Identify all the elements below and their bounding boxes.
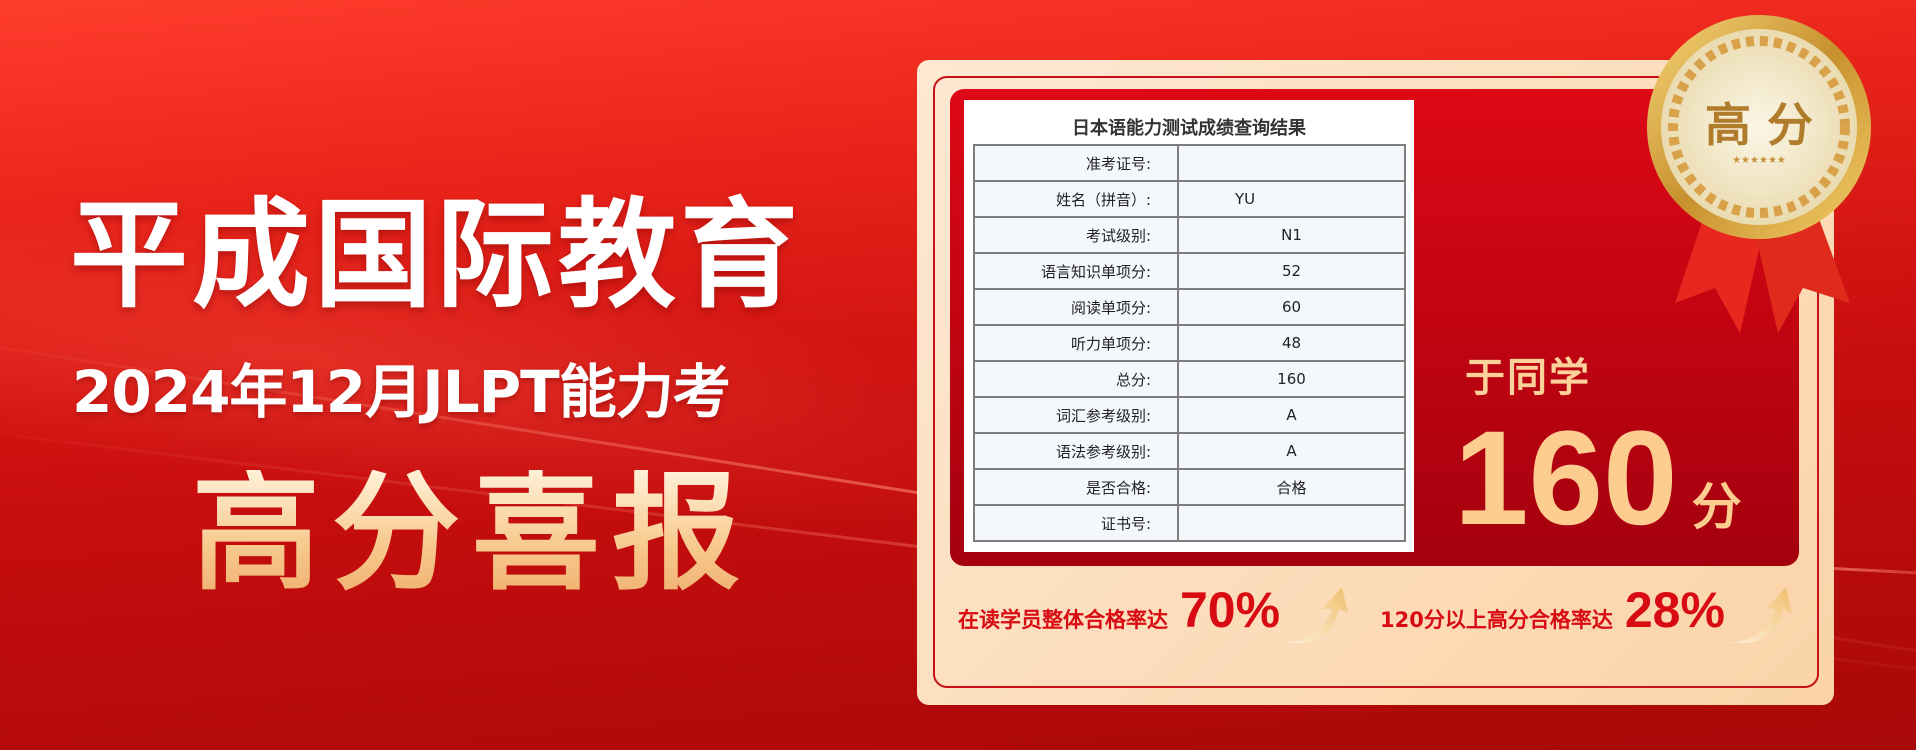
row-label: 总分: bbox=[973, 360, 1179, 398]
row-value: A bbox=[1177, 432, 1406, 470]
table-row: 阅读单项分: 60 bbox=[973, 288, 1406, 326]
table-row: 语言知识单项分: 52 bbox=[973, 252, 1406, 290]
row-label: 准考证号: bbox=[973, 144, 1179, 182]
row-value: 48 bbox=[1177, 324, 1406, 362]
row-value: YU bbox=[1177, 180, 1406, 218]
row-label: 姓名（拼音）: bbox=[973, 180, 1179, 218]
row-value: 160 bbox=[1177, 360, 1406, 398]
student-score-group: 160 分 bbox=[1454, 412, 1742, 546]
table-row: 证书号: bbox=[973, 504, 1406, 542]
row-label: 考试级别: bbox=[973, 216, 1179, 254]
stat-value: 70% bbox=[1180, 582, 1281, 638]
row-value: 60 bbox=[1177, 288, 1406, 326]
row-label: 听力单项分: bbox=[973, 324, 1179, 362]
table-row: 是否合格: 合格 bbox=[973, 468, 1406, 506]
medal-stars: ★★★★★★ bbox=[1732, 155, 1786, 166]
table-row: 语法参考级别: A bbox=[973, 432, 1406, 470]
score-unit: 分 bbox=[1691, 478, 1742, 536]
stat-label: 120分以上高分合格率达 bbox=[1380, 608, 1613, 632]
org-name: 平成国际教育 bbox=[70, 186, 803, 324]
row-label: 是否合格: bbox=[973, 468, 1179, 506]
headline: 高分喜报 bbox=[192, 459, 753, 608]
stat-overall-pass-rate: 在读学员整体合格率达 70% bbox=[958, 585, 1280, 635]
row-value: 52 bbox=[1177, 252, 1406, 290]
student-score: 160 bbox=[1454, 404, 1678, 553]
row-value: N1 bbox=[1177, 216, 1406, 254]
row-label: 阅读单项分: bbox=[973, 288, 1179, 326]
row-value bbox=[1177, 144, 1406, 182]
stat-label: 在读学员整体合格率达 bbox=[958, 608, 1168, 632]
medal-icon: 高 分 ★★★★★★ bbox=[1647, 15, 1871, 333]
card-frame bbox=[933, 76, 1819, 688]
table-row: 词汇参考级别: A bbox=[973, 396, 1406, 434]
row-value: 合格 bbox=[1177, 468, 1406, 506]
result-sheet: 日本语能力测试成绩查询结果 准考证号: 姓名（拼音）: YU 考试级别: N1 语言知识单… bbox=[964, 100, 1414, 552]
stat-value: 28% bbox=[1624, 582, 1725, 638]
table-row: 听力单项分: 48 bbox=[973, 324, 1406, 362]
result-sheet-title: 日本语能力测试成绩查询结果 bbox=[1072, 118, 1306, 139]
row-value: A bbox=[1177, 396, 1406, 434]
arrow-up-icon bbox=[1728, 587, 1792, 643]
arrow-up-icon bbox=[1284, 587, 1348, 643]
medal-text: 高 分 bbox=[1705, 98, 1813, 152]
table-row: 总分: 160 bbox=[973, 360, 1406, 398]
student-name: 于同学 bbox=[1465, 355, 1591, 401]
table-row: 准考证号: bbox=[973, 144, 1406, 182]
row-label: 语言知识单项分: bbox=[973, 252, 1179, 290]
row-label: 语法参考级别: bbox=[973, 432, 1179, 470]
row-value bbox=[1177, 504, 1406, 542]
result-table: 准考证号: 姓名（拼音）: YU 考试级别: N1 语言知识单项分: 52 阅读单项分: 60 听… bbox=[973, 144, 1406, 542]
subtitle: 2024年12月JLPT能力考 bbox=[72, 358, 731, 426]
row-label: 词汇参考级别: bbox=[973, 396, 1179, 434]
table-row: 考试级别: N1 bbox=[973, 216, 1406, 254]
table-row: 姓名（拼音）: YU bbox=[973, 180, 1406, 218]
stat-high-score-rate: 120分以上高分合格率达 28% bbox=[1380, 585, 1725, 635]
row-label: 证书号: bbox=[973, 504, 1179, 542]
